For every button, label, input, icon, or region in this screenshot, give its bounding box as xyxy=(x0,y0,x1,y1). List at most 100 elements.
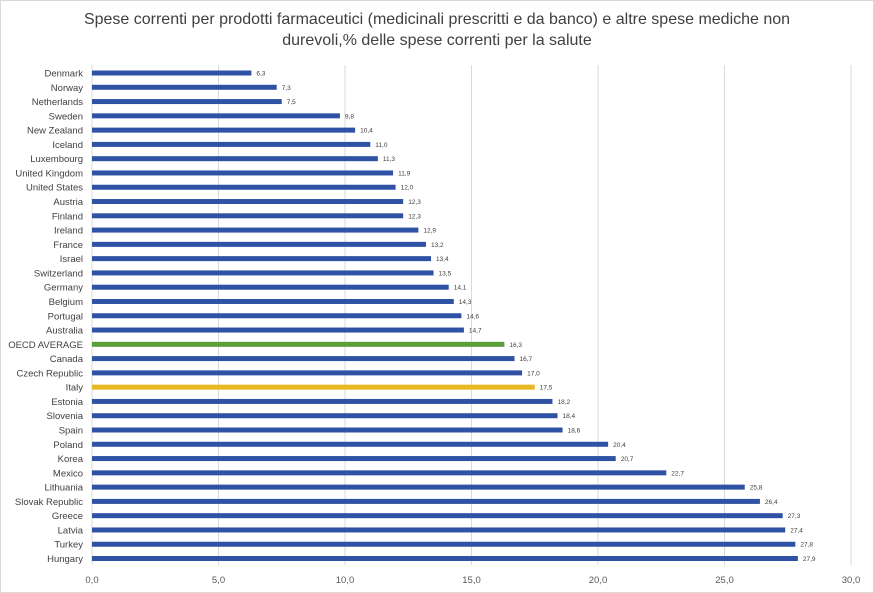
bar xyxy=(92,213,404,219)
bar xyxy=(92,413,558,419)
bar xyxy=(92,156,378,162)
category-label: Belgium xyxy=(49,297,83,308)
category-label: Greece xyxy=(52,511,83,522)
bar xyxy=(92,384,535,390)
category-label: Luxembourg xyxy=(30,154,83,165)
bar xyxy=(92,427,563,433)
bar xyxy=(92,99,282,105)
value-label: 20,4 xyxy=(613,442,626,449)
value-label: 10,4 xyxy=(360,128,373,135)
category-label: Lithuania xyxy=(44,483,83,494)
value-label: 17,5 xyxy=(540,385,553,392)
category-label: Slovenia xyxy=(47,411,84,422)
bar xyxy=(92,298,454,304)
bar xyxy=(92,256,432,262)
bar xyxy=(92,398,553,404)
bar xyxy=(92,199,404,205)
bar xyxy=(92,341,505,347)
x-tick-label: 25,0 xyxy=(715,575,734,586)
bar xyxy=(92,541,796,547)
value-label: 14,6 xyxy=(466,313,479,320)
value-label: 26,4 xyxy=(765,499,778,506)
value-label: 27,4 xyxy=(790,527,803,534)
value-label: 13,5 xyxy=(439,270,452,277)
category-label: Latvia xyxy=(58,525,84,536)
x-tick-label: 5,0 xyxy=(212,575,225,586)
category-label: Turkey xyxy=(54,540,83,551)
category-label: United Kingdom xyxy=(15,168,83,179)
category-label: Finland xyxy=(52,211,83,222)
bar xyxy=(92,456,616,462)
value-label: 12,0 xyxy=(401,185,414,192)
labels: 0,0 5,0 10,0 15,0 20,0 25,0 30,0 Denmark 6,3 Norw… xyxy=(8,69,860,587)
x-tick-label: 15,0 xyxy=(462,575,481,586)
value-label: 27,3 xyxy=(788,513,801,520)
category-label: Hungary xyxy=(47,554,83,565)
x-tick-label: 10,0 xyxy=(336,575,355,586)
value-label: 18,2 xyxy=(557,399,570,406)
category-label: Slovak Republic xyxy=(15,497,83,508)
value-label: 12,3 xyxy=(408,199,421,206)
bars xyxy=(92,70,798,562)
bar xyxy=(92,498,760,504)
value-label: 14,3 xyxy=(459,299,472,306)
bar xyxy=(92,356,515,362)
category-label: Israel xyxy=(60,254,83,265)
value-label: 14,7 xyxy=(469,328,482,335)
bar xyxy=(92,556,798,562)
value-label: 13,4 xyxy=(436,256,449,263)
x-tick-label: 20,0 xyxy=(589,575,608,586)
category-label: OECD AVERAGE xyxy=(8,340,83,351)
value-label: 13,2 xyxy=(431,242,444,249)
bar xyxy=(92,470,667,476)
value-label: 6,3 xyxy=(256,71,265,78)
value-label: 14,1 xyxy=(454,285,467,292)
bar xyxy=(92,170,394,176)
value-label: 11,3 xyxy=(383,156,396,163)
bar xyxy=(92,484,745,490)
category-label: New Zealand xyxy=(27,126,83,137)
bar xyxy=(92,327,464,333)
bar xyxy=(92,370,523,376)
value-label: 25,8 xyxy=(750,485,763,492)
bar xyxy=(92,284,449,290)
bar xyxy=(92,184,396,190)
bar xyxy=(92,241,426,247)
x-tick-label: 0,0 xyxy=(85,575,98,586)
value-label: 27,9 xyxy=(803,556,816,563)
category-label: Italy xyxy=(66,383,84,394)
category-label: Norway xyxy=(51,83,83,94)
value-label: 18,6 xyxy=(568,428,581,435)
bar xyxy=(92,127,356,133)
category-label: France xyxy=(53,240,83,251)
x-tick-label: 30,0 xyxy=(842,575,861,586)
category-label: Germany xyxy=(44,283,83,294)
value-label: 12,9 xyxy=(423,228,436,235)
value-label: 16,7 xyxy=(520,356,533,363)
category-label: Czech Republic xyxy=(16,368,83,379)
category-label: Portugal xyxy=(48,311,83,322)
bar xyxy=(92,441,609,447)
bar xyxy=(92,527,786,533)
value-label: 11,9 xyxy=(398,170,411,177)
category-label: Spain xyxy=(59,426,83,437)
category-label: Ireland xyxy=(54,226,83,237)
category-label: Estonia xyxy=(51,397,83,408)
value-label: 17,0 xyxy=(527,370,540,377)
bar xyxy=(92,141,371,147)
category-label: United States xyxy=(26,183,83,194)
category-label: Korea xyxy=(58,454,84,465)
category-label: Netherlands xyxy=(32,97,83,108)
bar xyxy=(92,313,462,319)
category-label: Sweden xyxy=(49,111,83,122)
bar xyxy=(92,227,419,233)
bar xyxy=(92,513,783,519)
category-label: Canada xyxy=(50,354,84,365)
value-label: 7,3 xyxy=(282,85,291,92)
value-label: 9,8 xyxy=(345,113,354,120)
category-label: Australia xyxy=(46,326,84,337)
value-label: 20,7 xyxy=(621,456,634,463)
category-label: Poland xyxy=(53,440,83,451)
